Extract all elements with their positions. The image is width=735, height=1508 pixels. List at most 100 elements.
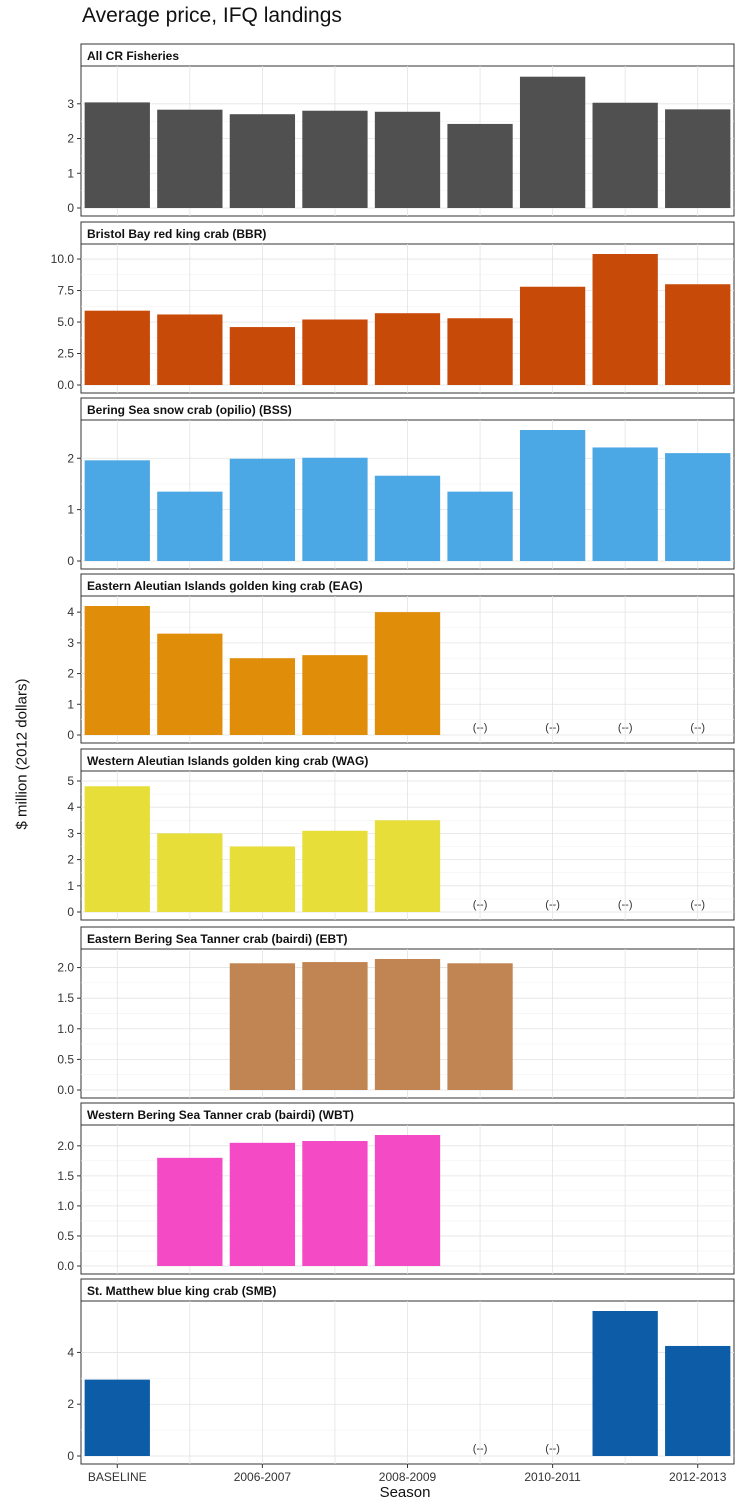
- facet-strip-label: Eastern Bering Sea Tanner crab (bairdi) …: [87, 932, 348, 946]
- bar: [665, 453, 731, 561]
- bar: [302, 110, 368, 208]
- na-label: (--): [690, 722, 705, 734]
- y-tick-label: 0.5: [57, 1229, 74, 1243]
- bar: [157, 491, 223, 561]
- bar: [592, 254, 658, 385]
- facet-panel: Eastern Aleutian Islands golden king cra…: [67, 573, 735, 744]
- y-tick-label: 2.0: [57, 1139, 74, 1153]
- bar: [157, 314, 223, 385]
- na-label: (--): [545, 722, 560, 734]
- bar: [592, 1311, 658, 1456]
- bar: [447, 491, 513, 561]
- bar: [157, 109, 223, 208]
- na-label: (--): [690, 899, 705, 911]
- facet-panel: Western Aleutian Islands golden king cra…: [67, 748, 735, 921]
- x-tick-label: 2006-2007: [234, 1470, 292, 1484]
- bar: [302, 319, 368, 385]
- bar: [229, 846, 296, 912]
- bar: [447, 123, 513, 208]
- facet-strip-label: St. Matthew blue king crab (SMB): [87, 1284, 276, 1298]
- y-tick-label: 4: [67, 605, 74, 619]
- bar: [157, 1157, 223, 1266]
- facet-panel: Bristol Bay red king crab (BBR) 0.0 2.5 5.0…: [51, 221, 735, 394]
- y-tick-label: 0: [67, 554, 74, 568]
- x-tick-label: 2008-2009: [379, 1470, 437, 1484]
- x-axis-title: Season: [379, 1484, 431, 1501]
- y-tick-label: 0.0: [57, 1083, 74, 1097]
- bar: [302, 830, 368, 912]
- x-tick-label: 2010-2011: [524, 1470, 581, 1484]
- facet-panel: Eastern Bering Sea Tanner crab (bairdi) …: [57, 926, 735, 1099]
- facet-strip-label: Bering Sea snow crab (opilio) (BSS): [87, 403, 292, 417]
- y-tick-label: 2: [67, 1397, 74, 1411]
- chart-title: Average price, IFQ landings: [82, 4, 342, 27]
- y-tick-label: 2: [67, 853, 74, 867]
- y-tick-label: 1.5: [57, 1169, 74, 1183]
- bar: [157, 833, 223, 912]
- y-tick-label: 4: [67, 800, 74, 814]
- y-tick-label: 5.0: [57, 315, 74, 329]
- bar: [229, 658, 296, 735]
- na-label: (--): [473, 899, 488, 911]
- y-tick-label: 1: [67, 166, 74, 180]
- na-label: (--): [545, 1443, 560, 1455]
- y-tick-label: 0: [67, 1449, 74, 1463]
- bar: [592, 447, 658, 561]
- facet-strip-label: Western Bering Sea Tanner crab (bairdi) …: [87, 1108, 354, 1122]
- bar: [592, 102, 658, 208]
- y-tick-label: 0: [67, 728, 74, 742]
- bar: [84, 310, 150, 385]
- y-tick-label: 1: [67, 879, 74, 893]
- y-tick-label: 0: [67, 905, 74, 919]
- y-tick-label: 0.5: [57, 1052, 74, 1066]
- y-tick-label: 0.0: [57, 378, 74, 392]
- y-tick-label: 0: [67, 201, 74, 215]
- y-tick-label: 3: [67, 97, 74, 111]
- bar: [157, 633, 223, 735]
- bar: [84, 606, 150, 735]
- bar: [519, 76, 586, 209]
- bar: [302, 655, 368, 735]
- bar: [84, 102, 150, 208]
- y-tick-label: 7.5: [57, 284, 74, 298]
- y-tick-label: 10.0: [51, 252, 75, 266]
- y-tick-label: 5: [67, 774, 74, 788]
- bar: [374, 1135, 441, 1266]
- bar: [302, 1141, 368, 1266]
- na-label: (--): [473, 722, 488, 734]
- facet-panel: St. Matthew blue king crab (SMB) 0 2 4 (--) (…: [67, 1278, 735, 1465]
- bar: [447, 318, 513, 385]
- facet-panel: Bering Sea snow crab (opilio) (BSS) 0 1 2: [67, 397, 735, 570]
- bar: [229, 114, 296, 208]
- bar: [519, 430, 586, 561]
- bar: [665, 109, 731, 208]
- y-tick-label: 1.0: [57, 1199, 74, 1213]
- bar: [374, 959, 441, 1090]
- facet-strip-label: Eastern Aleutian Islands golden king cra…: [87, 579, 363, 593]
- bar: [519, 286, 586, 385]
- bar: [302, 457, 368, 561]
- bar: [374, 111, 441, 208]
- bar: [374, 475, 441, 561]
- y-tick-label: 3: [67, 826, 74, 840]
- bar: [229, 1142, 296, 1266]
- y-tick-label: 2.0: [57, 961, 74, 975]
- facet-panel: Western Bering Sea Tanner crab (bairdi) …: [57, 1102, 735, 1275]
- na-label: (--): [545, 899, 560, 911]
- bar: [84, 460, 150, 561]
- x-tick-label: 2012-2013: [669, 1470, 727, 1484]
- y-tick-label: 2: [67, 132, 74, 146]
- facet-strip-label: Western Aleutian Islands golden king cra…: [87, 754, 368, 768]
- bar: [229, 963, 296, 1090]
- bar: [229, 458, 296, 561]
- y-tick-label: 0.0: [57, 1259, 74, 1273]
- y-tick-label: 1: [67, 697, 74, 711]
- y-tick-label: 3: [67, 636, 74, 650]
- bar: [665, 284, 731, 385]
- facet-strip-label: All CR Fisheries: [87, 49, 179, 63]
- y-tick-label: 2.5: [57, 347, 74, 361]
- bar: [665, 1345, 731, 1456]
- na-label: (--): [618, 899, 633, 911]
- y-tick-label: 1: [67, 503, 74, 517]
